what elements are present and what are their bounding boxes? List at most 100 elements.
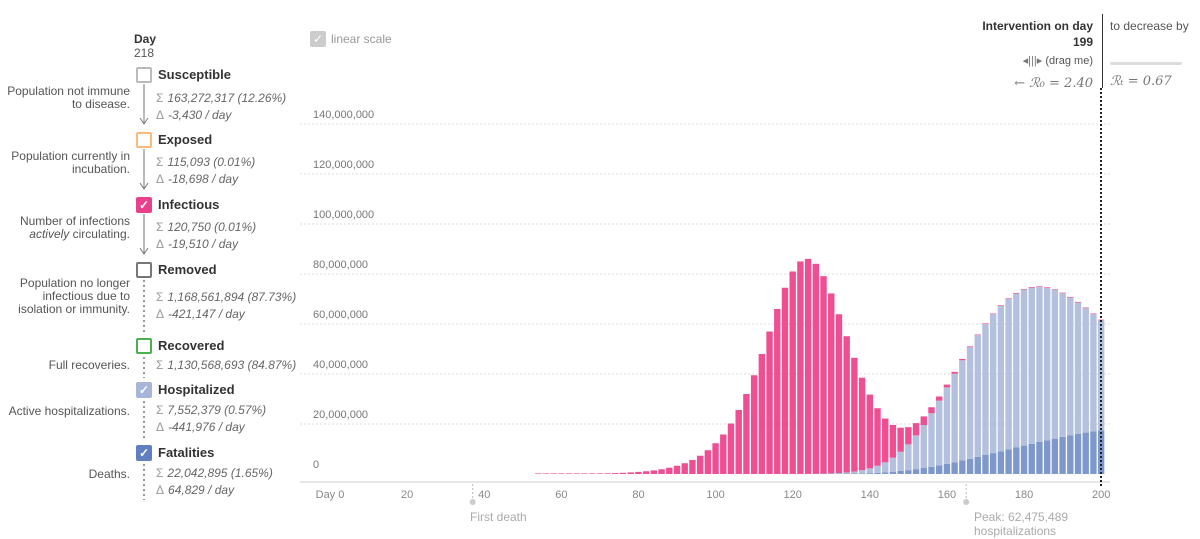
bar-infectious bbox=[874, 408, 881, 466]
linear-scale-label: linear scale bbox=[331, 32, 392, 46]
bar-fatalities bbox=[897, 471, 904, 474]
bar-fatalities bbox=[1090, 431, 1097, 474]
bar-fatalities bbox=[966, 458, 974, 474]
bar-infectious bbox=[550, 473, 557, 474]
bar-infectious bbox=[588, 473, 596, 474]
y-tick-label: 120,000,000 bbox=[313, 159, 374, 171]
x-tick-label: 80 bbox=[632, 489, 644, 501]
bar-fatalities bbox=[1051, 438, 1059, 474]
bar-hospitalized bbox=[1020, 289, 1028, 446]
bar-infectious bbox=[781, 287, 789, 474]
bar-fatalities bbox=[997, 451, 1005, 474]
bar-infectious bbox=[750, 375, 758, 474]
bar-infectious bbox=[1013, 292, 1020, 294]
bar-infectious bbox=[920, 416, 927, 425]
bar-infectious bbox=[743, 394, 750, 474]
y-tick-label: 40,000,000 bbox=[313, 359, 368, 371]
bar-infectious bbox=[851, 357, 858, 472]
bar-fatalities bbox=[1067, 435, 1074, 474]
bar-fatalities bbox=[851, 473, 858, 474]
recovered-label: Recovered bbox=[158, 338, 225, 353]
bar-infectious bbox=[820, 276, 827, 474]
hospitalized-label: Hospitalized bbox=[158, 382, 235, 397]
hospitalized-sum: 7,552,379 (0.57%) bbox=[167, 403, 267, 417]
bar-hospitalized bbox=[1043, 287, 1051, 441]
bar-infectious bbox=[758, 354, 766, 474]
hospitalized-checkbox[interactable]: ✓ bbox=[136, 382, 152, 398]
bar-infectious bbox=[797, 261, 804, 474]
flow-connectors bbox=[139, 84, 149, 500]
linear-scale-checkbox[interactable]: ✓ bbox=[310, 31, 326, 47]
bar-fatalities bbox=[858, 473, 866, 474]
bar-infectious bbox=[828, 293, 835, 474]
fatalities-stats: Σ 22,042,895 (1.65%) Δ 64,829 / day bbox=[156, 466, 273, 497]
linear-scale-toggle[interactable]: ✓ linear scale bbox=[310, 31, 392, 47]
exposed-stats: Σ 115,093 (0.01%) Δ -18,698 / day bbox=[156, 155, 256, 186]
bar-hospitalized bbox=[1090, 314, 1097, 432]
bar-infectious bbox=[673, 465, 681, 474]
bar-fatalities bbox=[866, 473, 874, 474]
intervention-divider bbox=[1102, 14, 1103, 88]
x-tick-label: Day 0 bbox=[316, 489, 345, 501]
bar-infectious bbox=[581, 473, 588, 474]
day-label: Day bbox=[134, 32, 157, 46]
peak-dot bbox=[963, 499, 970, 505]
peak-annotation: Peak: 62,475,489 hospitalizations bbox=[974, 510, 1069, 538]
recovered-description: Full recoveries. bbox=[48, 358, 130, 372]
infectious-delta: -19,510 / day bbox=[168, 237, 239, 251]
susceptible-checkbox[interactable] bbox=[136, 67, 152, 83]
bar-infectious bbox=[989, 313, 997, 315]
bar-infectious bbox=[959, 358, 966, 361]
bar-infectious bbox=[966, 346, 974, 348]
bar-hospitalized bbox=[989, 314, 997, 454]
bar-infectious bbox=[689, 460, 696, 474]
bar-infectious bbox=[936, 396, 943, 401]
bar-infectious bbox=[943, 384, 951, 388]
intervention-marker-line[interactable] bbox=[1100, 88, 1102, 486]
drag-handle[interactable]: ◂|||▸ (drag me) bbox=[1023, 54, 1093, 67]
x-tick-label: 140 bbox=[861, 489, 879, 501]
bar-infectious bbox=[558, 473, 565, 474]
removed-stats: Σ 1,168,561,894 (87.73%) Δ -421,147 / day bbox=[156, 290, 297, 321]
bar-infectious bbox=[1028, 286, 1035, 288]
exposed-checkbox[interactable] bbox=[136, 132, 152, 148]
bar-hospitalized bbox=[1067, 297, 1074, 436]
x-tick-label: 40 bbox=[478, 489, 490, 501]
bar-infectious bbox=[619, 472, 627, 474]
bar-hospitalized bbox=[920, 425, 927, 468]
intervention-title: Intervention on day bbox=[982, 19, 1093, 33]
bar-fatalities bbox=[1020, 445, 1028, 474]
fatalities-checkbox[interactable]: ✓ bbox=[136, 445, 152, 461]
bar-infectious bbox=[866, 394, 874, 469]
fatalities-label: Fatalities bbox=[158, 445, 215, 460]
bar-infectious bbox=[951, 371, 958, 374]
bar-hospitalized bbox=[828, 473, 835, 474]
bar-infectious bbox=[666, 467, 673, 474]
bar-infectious bbox=[1051, 289, 1059, 290]
bar-hospitalized bbox=[982, 324, 989, 455]
rt-slider[interactable] bbox=[1110, 62, 1182, 65]
bar-hospitalized bbox=[951, 373, 958, 463]
x-tick-label: 120 bbox=[784, 489, 802, 501]
first-death-dot bbox=[469, 499, 476, 505]
bar-hospitalized bbox=[1013, 293, 1020, 448]
bar-infectious bbox=[712, 443, 719, 474]
y-tick-label: 100,000,000 bbox=[313, 209, 374, 221]
fatalities-sum: 22,042,895 (1.65%) bbox=[167, 466, 273, 480]
bar-fatalities bbox=[874, 472, 881, 474]
infectious-checkbox[interactable]: ✓ bbox=[136, 197, 152, 213]
bar-infectious bbox=[1036, 286, 1043, 287]
removed-checkbox[interactable] bbox=[136, 262, 152, 278]
bar-fatalities bbox=[951, 462, 958, 474]
bar-hospitalized bbox=[851, 471, 858, 474]
bar-fatalities bbox=[989, 453, 997, 474]
bar-hospitalized bbox=[1059, 293, 1066, 437]
bar-infectious bbox=[882, 418, 889, 463]
hospitalized-delta: -441,976 / day bbox=[168, 420, 245, 434]
y-tick-label: 20,000,000 bbox=[313, 409, 368, 421]
bar-hospitalized bbox=[889, 457, 897, 472]
bar-infectious bbox=[1005, 298, 1012, 299]
bar-fatalities bbox=[889, 471, 897, 474]
bar-hospitalized bbox=[974, 335, 981, 457]
recovered-checkbox[interactable] bbox=[136, 338, 152, 354]
